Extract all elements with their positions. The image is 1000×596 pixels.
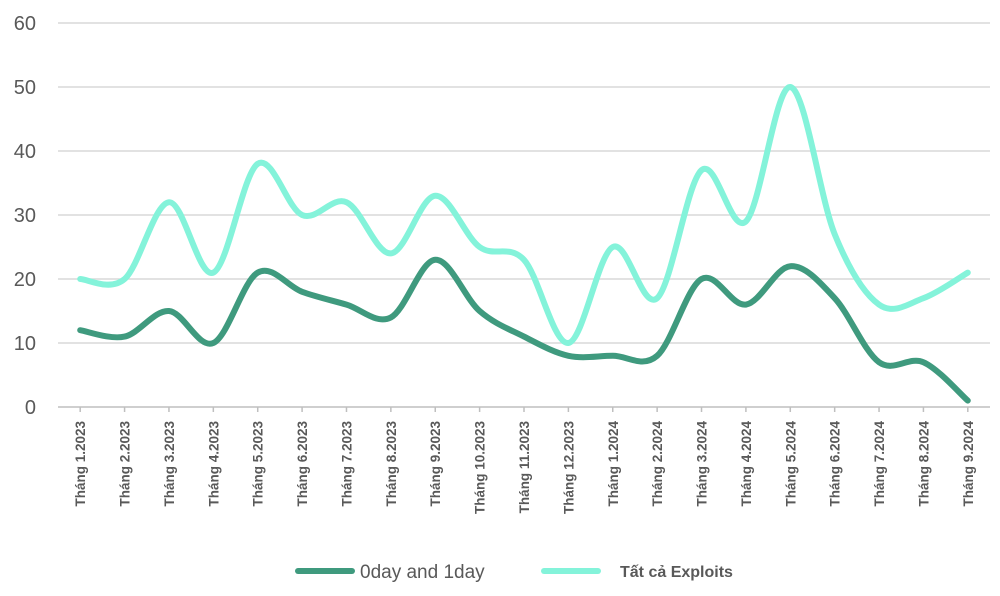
series-line-0day	[77, 256, 971, 404]
x-tick-label: Tháng 11.2023	[517, 421, 532, 514]
y-tick-label: 50	[14, 77, 36, 99]
x-tick-label: Tháng 8.2023	[384, 421, 399, 507]
series-line-all-exploits	[77, 84, 971, 346]
x-tick-label: Tháng 2.2024	[650, 421, 665, 507]
y-axis: 0 10 20 30 40 50 60	[14, 13, 36, 419]
x-tick-label: Tháng 1.2023	[73, 421, 88, 507]
y-tick-label: 60	[14, 13, 36, 35]
x-tick-label: Tháng 6.2024	[828, 421, 843, 507]
x-tick-label: Tháng 9.2023	[428, 421, 443, 507]
series-lines	[77, 84, 971, 404]
x-tick-label: Tháng 6.2023	[295, 421, 310, 507]
x-tick-label: Tháng 9.2024	[961, 421, 976, 507]
x-axis: Tháng 1.2023 Tháng 2.2023 Tháng 3.2023 Thán…	[73, 407, 976, 514]
y-tick-label: 40	[14, 141, 36, 163]
x-tick-label: Tháng 2.2023	[118, 421, 133, 507]
grid-lines	[58, 22, 990, 408]
legend: 0day and 1day Tất cả Exploits	[295, 562, 733, 583]
x-tick-label: Tháng 5.2023	[251, 421, 266, 507]
x-tick-label: Tháng 4.2023	[206, 421, 221, 507]
x-tick-label: Tháng 4.2024	[739, 421, 754, 507]
x-tick-label: Tháng 7.2023	[339, 421, 354, 507]
legend-label-all-exploits: Tất cả Exploits	[620, 564, 733, 581]
y-tick-label: 30	[14, 205, 36, 227]
legend-label-0day: 0day and 1day	[360, 562, 485, 583]
x-tick-label: Tháng 7.2024	[872, 421, 887, 507]
x-tick-label: Tháng 3.2023	[162, 421, 177, 507]
x-tick-label: Tháng 1.2024	[606, 421, 621, 507]
x-tick-label: Tháng 12.2023	[561, 421, 576, 515]
x-tick-label: Tháng 5.2024	[783, 421, 798, 507]
x-tick-label: Tháng 3.2024	[695, 421, 710, 507]
x-tick-label: Tháng 8.2024	[916, 421, 931, 507]
y-tick-label: 20	[14, 269, 36, 291]
y-tick-label: 10	[14, 333, 36, 355]
x-tick-label: Tháng 10.2023	[473, 421, 488, 515]
y-tick-label: 0	[25, 397, 36, 419]
